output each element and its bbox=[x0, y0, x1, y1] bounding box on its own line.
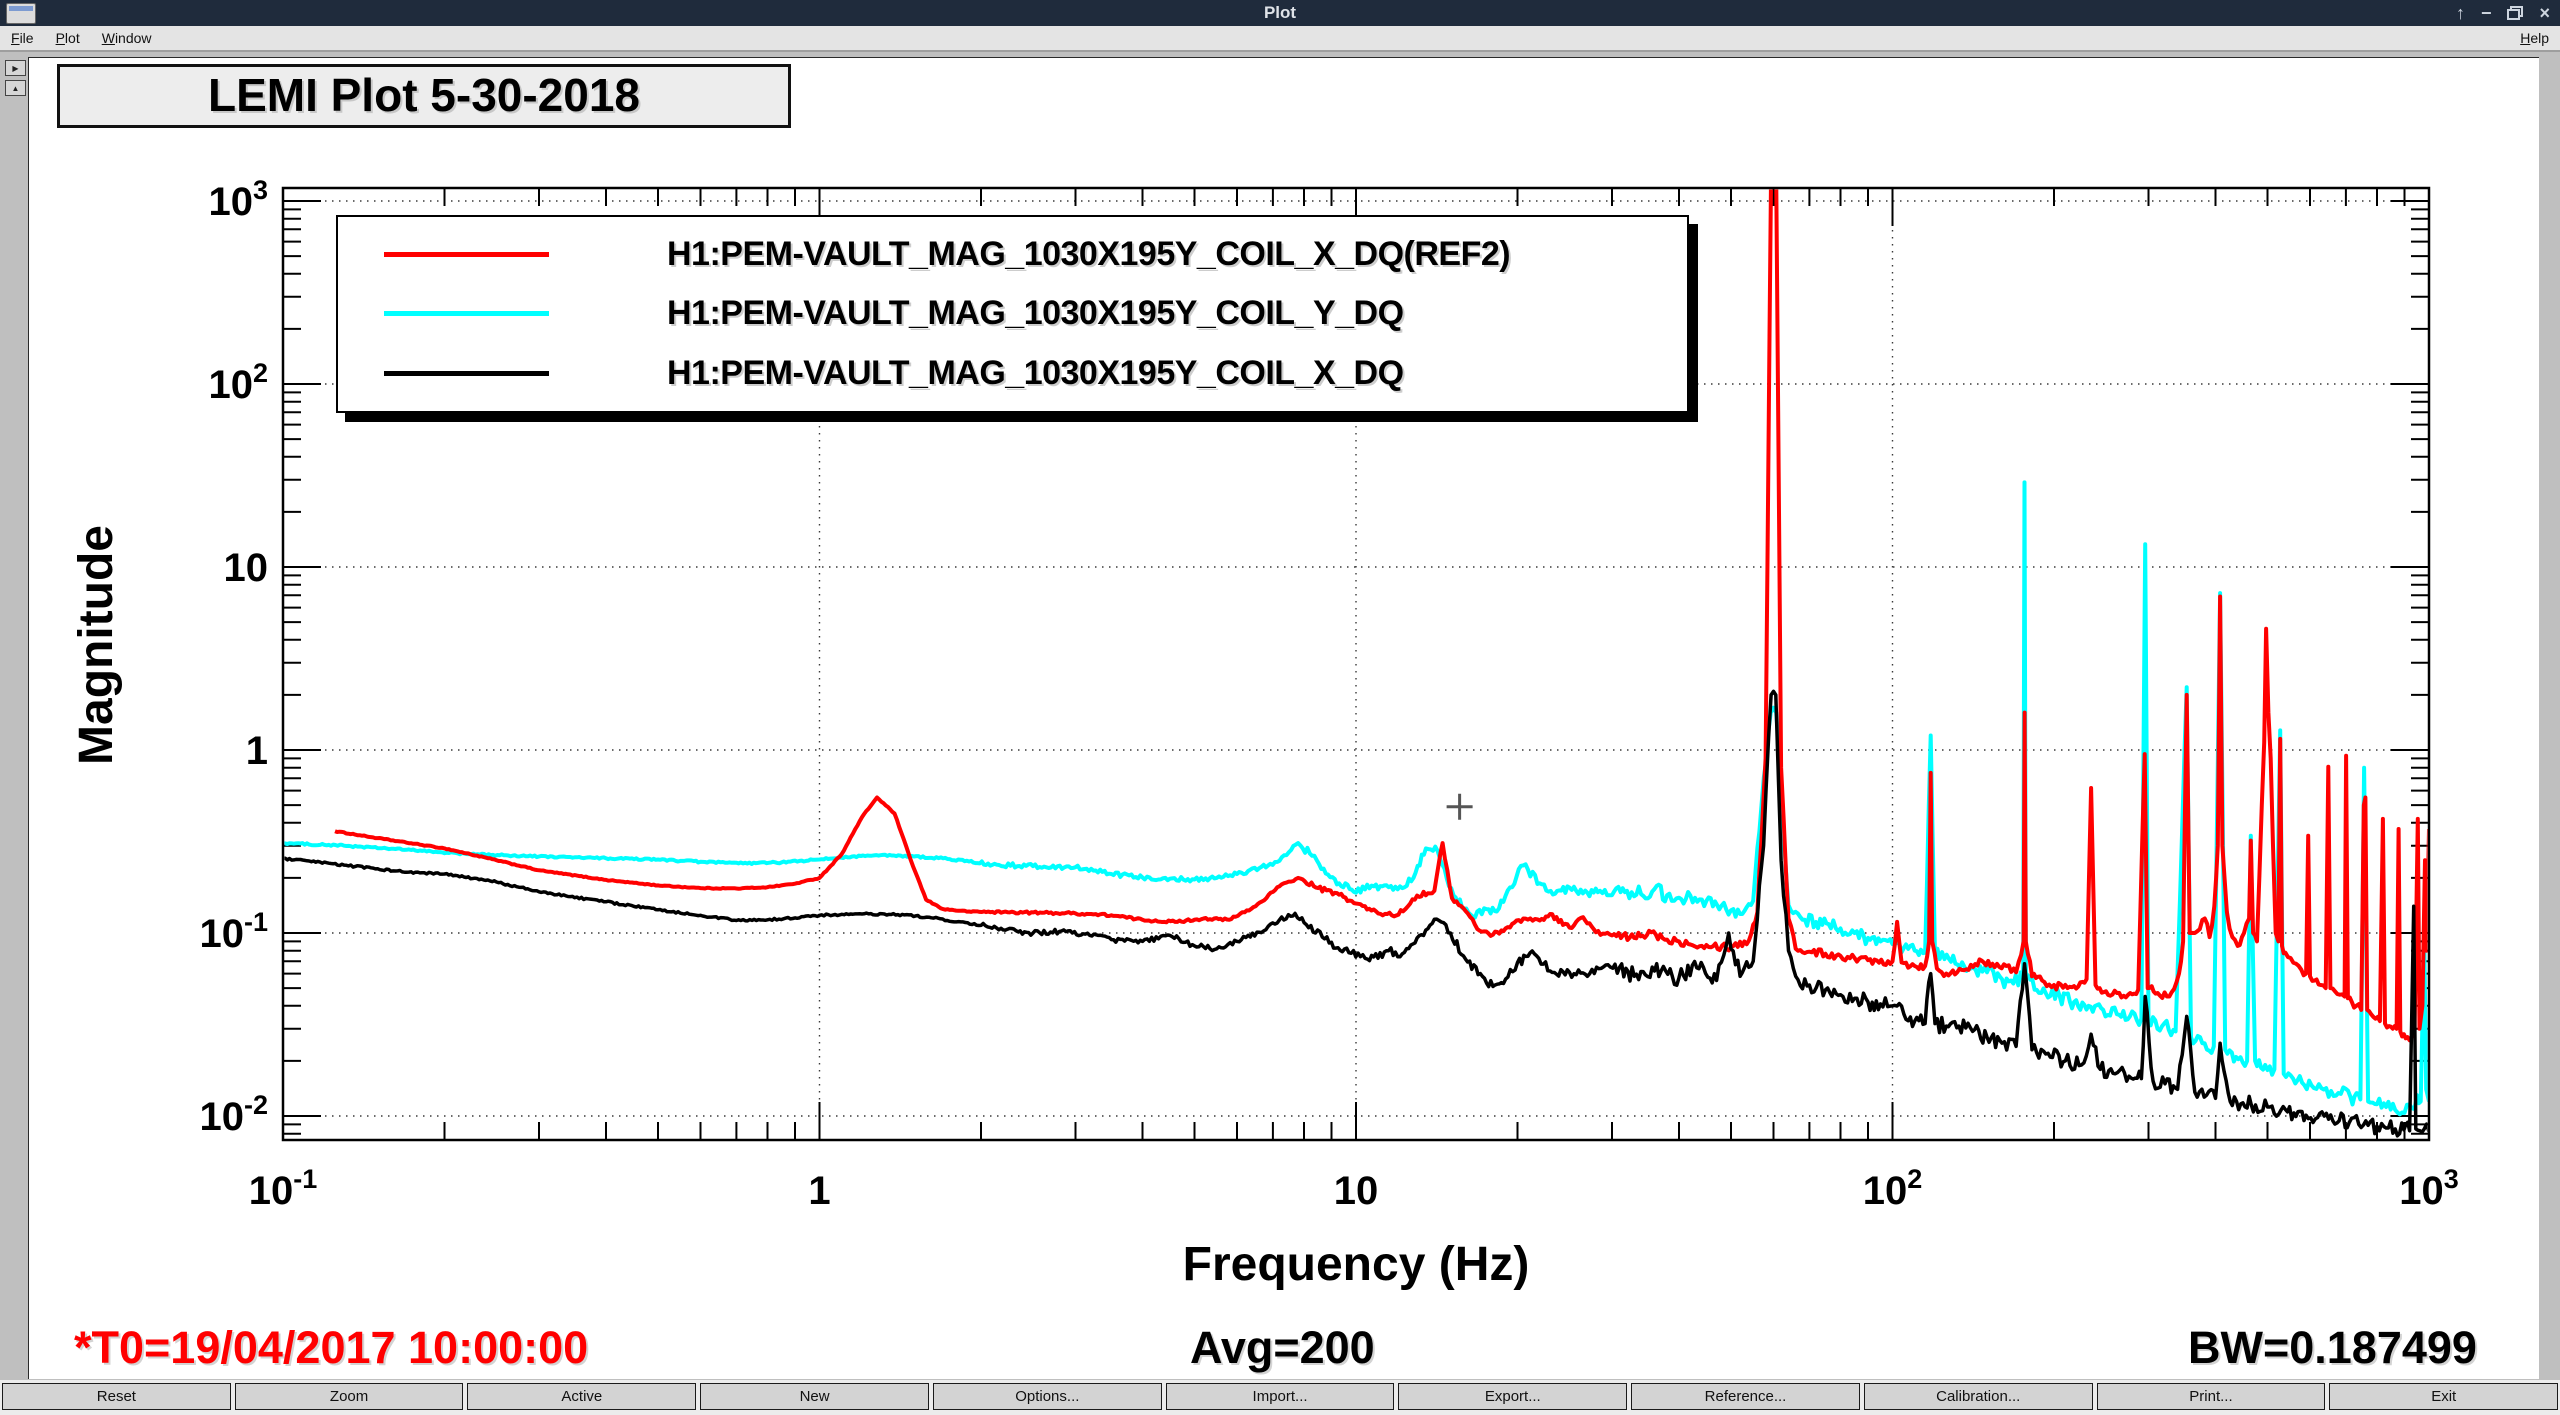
toolbar-button-options[interactable]: Options... bbox=[932, 1383, 1162, 1410]
toolbar-button-import[interactable]: Import... bbox=[1165, 1383, 1395, 1410]
toolbar-button-reset[interactable]: Reset bbox=[2, 1383, 231, 1410]
sash-up-button[interactable]: ▲ bbox=[5, 80, 26, 96]
tick-label: 10-1 bbox=[249, 1164, 318, 1213]
tick-label: 1 bbox=[246, 729, 268, 773]
toolbar: Reset Zoom Active New Options... Import... Exp… bbox=[0, 1380, 2560, 1415]
legend-channel-label: H1:PEM-VAULT_MAG_1030X195Y_COIL_X_DQ(REF… bbox=[667, 235, 1511, 274]
toolbar-button-new[interactable]: New bbox=[700, 1383, 929, 1410]
menu-item-file[interactable]: File bbox=[11, 30, 34, 46]
toolbar-button-export[interactable]: Export... bbox=[1398, 1383, 1628, 1410]
legend-line-sample bbox=[384, 252, 549, 258]
tick-label: 103 bbox=[208, 175, 268, 224]
window-controls: ↑ − × bbox=[2456, 0, 2550, 26]
legend-channel-label: H1:PEM-VAULT_MAG_1030X195Y_COIL_X_DQ bbox=[667, 353, 1404, 392]
menu-item-window[interactable]: Window bbox=[101, 30, 152, 46]
tick-label: 102 bbox=[1863, 1164, 1923, 1213]
bw-annotation: BW=0.187499 bbox=[2188, 1322, 2477, 1373]
window-title: Plot bbox=[1263, 3, 1297, 22]
trace-1 bbox=[284, 480, 2428, 1117]
trace-0 bbox=[334, 189, 2428, 1043]
plot-title: LEMI Plot 5-30-2018 bbox=[57, 64, 791, 128]
toolbar-button-exit[interactable]: Exit bbox=[2329, 1383, 2559, 1410]
up-arrow-icon: ▲ bbox=[11, 84, 20, 93]
trace-2 bbox=[284, 689, 2428, 1138]
toolbar-button-reference[interactable]: Reference... bbox=[1631, 1383, 1860, 1410]
tick-label: 1 bbox=[808, 1169, 830, 1213]
toolbar-button-print[interactable]: Print... bbox=[2096, 1383, 2326, 1410]
restore-icon[interactable] bbox=[2507, 6, 2524, 20]
tick-label: 103 bbox=[2399, 1164, 2459, 1213]
right-arrow-icon: ▶ bbox=[12, 64, 19, 73]
toolbar-button-zoom[interactable]: Zoom bbox=[234, 1383, 464, 1410]
tick-label: 10-2 bbox=[199, 1090, 268, 1139]
up-arrow-icon[interactable]: ↑ bbox=[2455, 3, 2465, 23]
tick-label: 102 bbox=[208, 358, 268, 407]
legend-entry-1: H1:PEM-VAULT_MAG_1030X195Y_COIL_Y_DQ bbox=[338, 294, 1687, 333]
window-menu-icon[interactable] bbox=[6, 3, 36, 24]
legend-channel-label: H1:PEM-VAULT_MAG_1030X195Y_COIL_Y_DQ bbox=[667, 294, 1404, 333]
toolbar-button-calibration[interactable]: Calibration... bbox=[1863, 1383, 2093, 1410]
t0-annotation: *T0=19/04/2017 10:00:00 bbox=[74, 1322, 589, 1373]
x-axis-title: Frequency (Hz) bbox=[1183, 1238, 1530, 1291]
legend-entry-0: H1:PEM-VAULT_MAG_1030X195Y_COIL_X_DQ(REF… bbox=[338, 235, 1687, 274]
avg-annotation: Avg=200 bbox=[1190, 1322, 1375, 1373]
close-icon[interactable]: × bbox=[2539, 3, 2550, 23]
titlebar[interactable]: Plot ↑ − × bbox=[0, 0, 2560, 26]
trace-group bbox=[284, 189, 2428, 1138]
menubar: File Plot Window Help bbox=[0, 26, 2560, 52]
sash-right-button[interactable]: ▶ bbox=[5, 60, 26, 76]
cursor-crosshair bbox=[1445, 792, 1474, 821]
legend-entry-2: H1:PEM-VAULT_MAG_1030X195Y_COIL_X_DQ bbox=[338, 354, 1687, 393]
minimize-icon[interactable]: − bbox=[2480, 3, 2492, 23]
menu-item-plot[interactable]: Plot bbox=[55, 30, 80, 46]
y-axis-title: Magnitude bbox=[70, 525, 123, 765]
tick-label: 10 bbox=[224, 546, 269, 590]
legend: H1:PEM-VAULT_MAG_1030X195Y_COIL_X_DQ(REF… bbox=[336, 215, 1689, 413]
menu-item-help[interactable]: Help bbox=[2520, 30, 2549, 46]
legend-line-sample bbox=[384, 311, 549, 317]
toolbar-button-active[interactable]: Active bbox=[467, 1383, 697, 1410]
tick-label: 10-1 bbox=[199, 907, 268, 956]
tick-label: 10 bbox=[1334, 1169, 1379, 1213]
legend-line-sample bbox=[384, 370, 549, 376]
